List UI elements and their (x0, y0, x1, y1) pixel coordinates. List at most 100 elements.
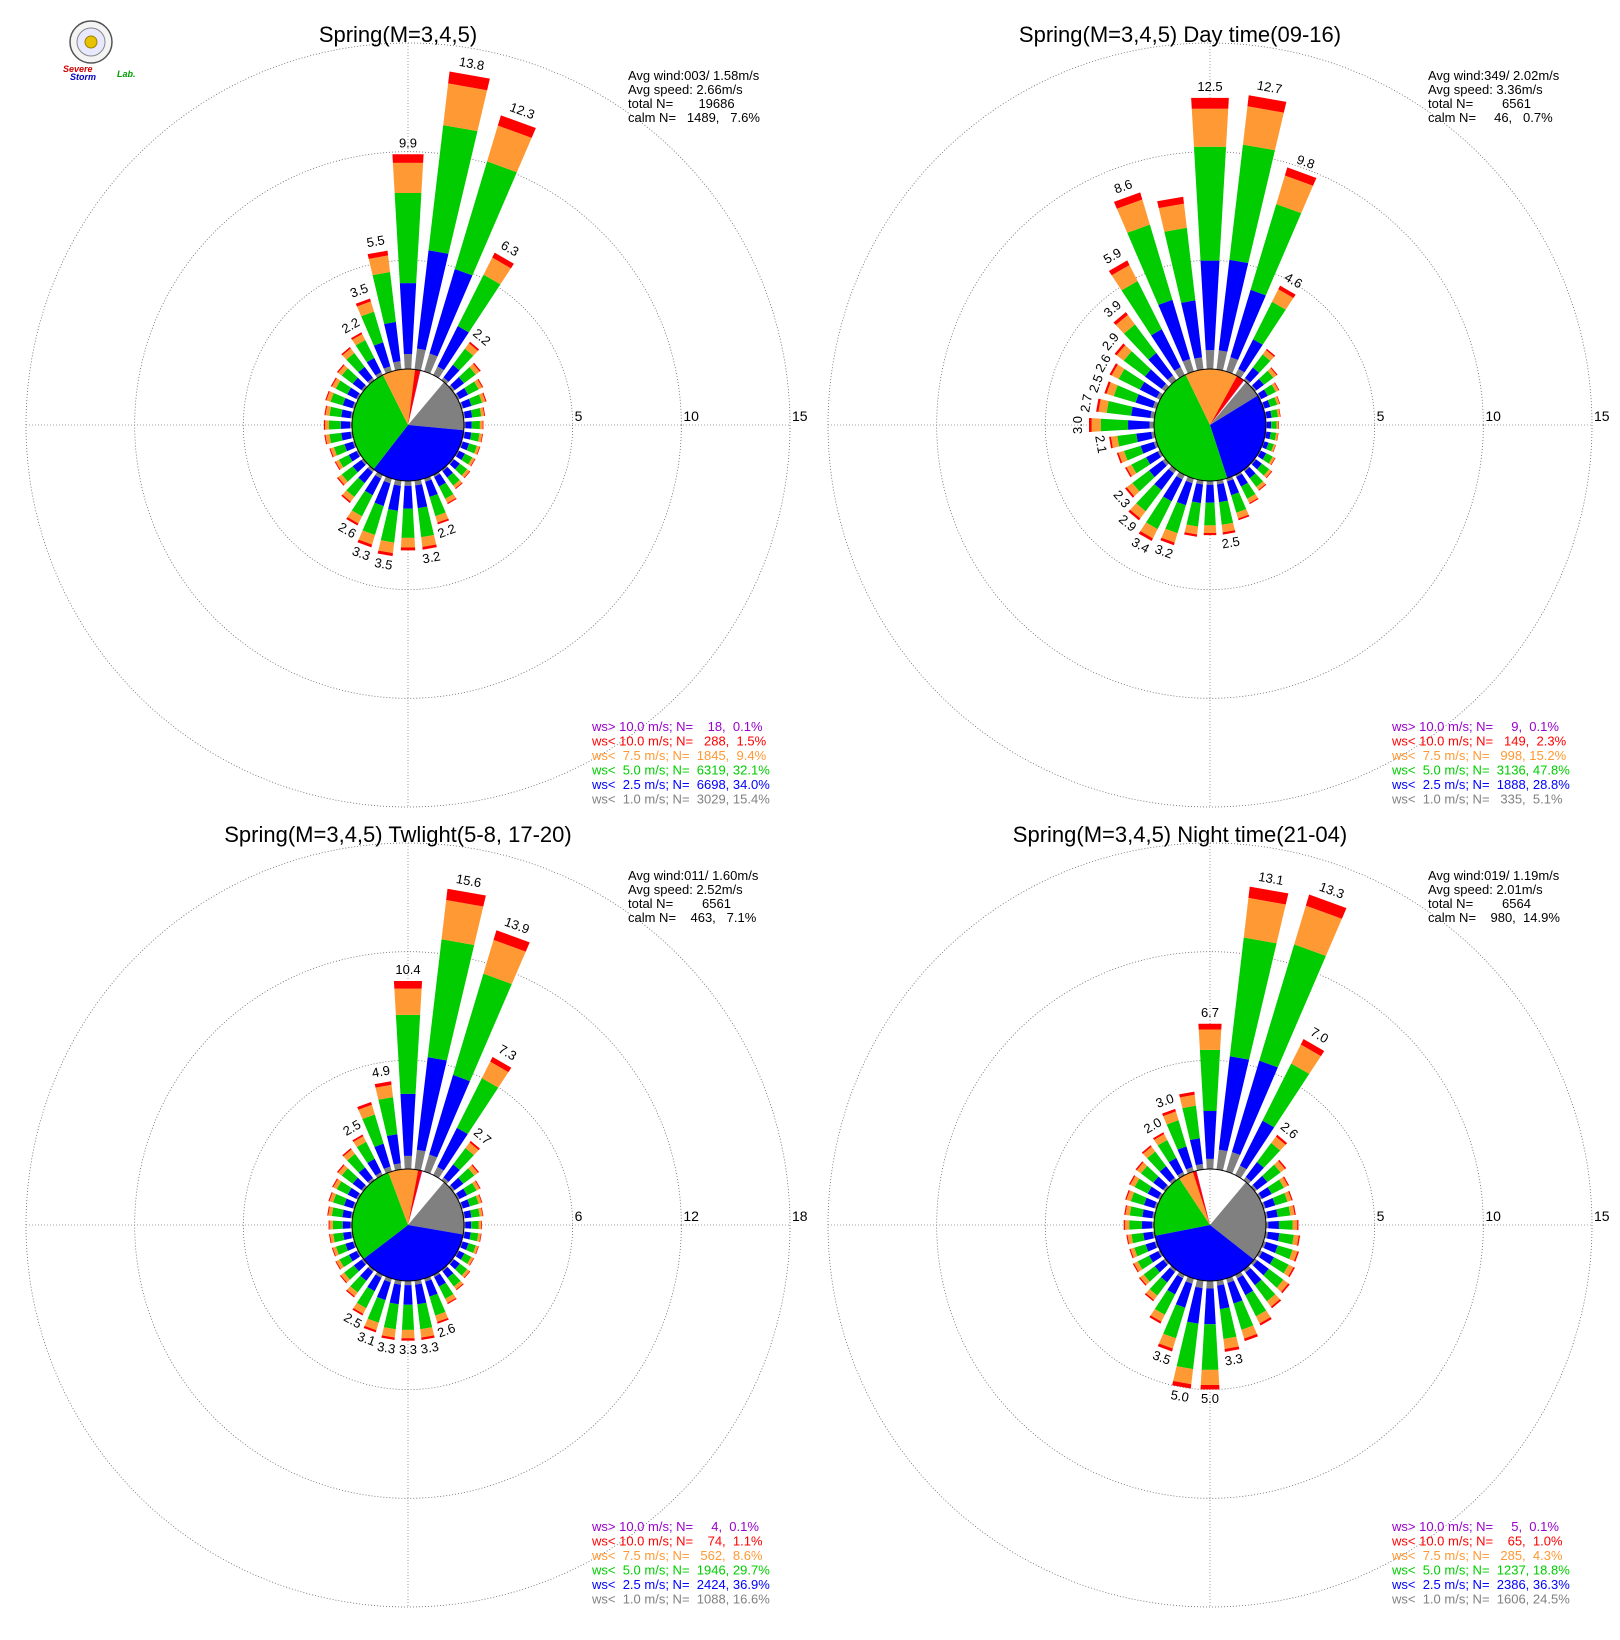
bar-150-lt5 (1245, 1290, 1267, 1317)
bar-190-lt5 (1186, 501, 1201, 527)
bar-300-lt7_5 (331, 378, 341, 389)
bar-110-lt7_5 (1271, 444, 1276, 453)
bar-label-30: 7.0 (1308, 1024, 1331, 1046)
bar-180-lt1 (1206, 480, 1214, 485)
bar-150-lt1 (433, 471, 440, 478)
bar-280-lt2_5 (1142, 1209, 1154, 1219)
bar-0-lt5 (1193, 146, 1227, 261)
bar-10-lt10 (1247, 95, 1287, 113)
bar-310-lt2_5 (1144, 369, 1167, 389)
bar-130-lt7_5 (461, 1269, 470, 1278)
bar-label-330: 2.0 (1141, 1115, 1164, 1137)
bar-40-lt1 (441, 377, 449, 385)
bar-170-lt10 (422, 544, 437, 550)
ring-10 (134, 151, 682, 699)
bar-190-lt2_5 (1191, 483, 1204, 504)
bar-240-lt5 (339, 1254, 353, 1268)
ring-15 (827, 42, 1593, 808)
bar-320-lt1 (1169, 1177, 1177, 1185)
legend-item-5: ws< 2.5 m/s; N= 6698, 34.0% (591, 777, 770, 792)
bar-90-lt7_5 (1292, 1219, 1298, 1231)
bar-290-lt10 (325, 390, 330, 401)
bar-50-lt1 (1250, 385, 1257, 392)
bar-280-lt7_5 (1098, 399, 1109, 413)
bar-10-lt2_5 (1218, 1056, 1250, 1152)
bar-180-lt2_5 (403, 1285, 413, 1305)
bar-130-lt1 (448, 1258, 455, 1265)
bar-60-lt10 (477, 378, 484, 388)
bar-90-lt2_5 (465, 421, 472, 429)
bar-30-lt7_5 (481, 1061, 509, 1088)
bar-50-lt5 (458, 1168, 475, 1184)
bar-290-lt7_5 (1106, 382, 1118, 397)
bar-230-lt7_5 (338, 474, 348, 485)
bar-70-lt2_5 (1263, 1198, 1276, 1209)
bar-190-lt2_5 (1187, 1286, 1203, 1324)
bar-330-lt7_5 (352, 333, 366, 346)
bar-160-lt2_5 (1226, 479, 1240, 496)
bar-300-lt5 (335, 380, 352, 395)
bar-70-lt1 (1261, 1202, 1266, 1209)
bar-190-lt2_5 (388, 484, 401, 511)
legend-item-6: ws< 1.0 m/s; N= 1088, 16.6% (591, 1592, 770, 1607)
bar-280-lt10 (1096, 398, 1101, 412)
bar-180-lt5 (401, 1304, 415, 1330)
bar-10-lt2_5 (1218, 259, 1249, 352)
logo-seal-center (84, 35, 98, 49)
bar-330-lt2_5 (1151, 329, 1181, 371)
bar-10-lt1 (414, 1149, 426, 1171)
bar-190-lt5 (1176, 1321, 1199, 1370)
ring-label: 10 (1485, 1208, 1501, 1224)
bar-60-lt7_5 (472, 1180, 480, 1191)
bar-0-lt7_5 (1198, 1029, 1222, 1050)
bar-60-lt10 (1282, 1176, 1290, 1186)
panel-title: Spring(M=3,4,5) Day time(09-16) (1019, 22, 1341, 47)
bar-label-20: 13.9 (503, 914, 532, 937)
bar-label-350: 4.9 (371, 1063, 391, 1081)
legend-item-1: ws> 10.0 m/s; N= 5, 0.1% (1391, 1519, 1559, 1534)
bar-120-lt5 (1262, 453, 1273, 464)
bar-110-lt10 (1294, 1251, 1300, 1262)
bar-210-lt10 (352, 1308, 364, 1316)
bar-340-lt2_5 (1177, 1146, 1193, 1170)
bar-160-lt7_5 (435, 1311, 449, 1322)
bar-140-lt10 (456, 1283, 464, 1291)
bar-290-lt2_5 (343, 1198, 355, 1209)
bar-350-lt7_5 (368, 255, 391, 276)
bar-160-lt10 (437, 1317, 449, 1324)
bar-130-lt2_5 (1252, 1260, 1269, 1276)
bar-150-lt7_5 (445, 494, 456, 503)
bar-310-lt5 (1123, 351, 1151, 377)
bar-160-lt7_5 (1241, 1325, 1257, 1339)
bar-80-lt10 (1278, 408, 1281, 417)
bar-290-lt2_5 (342, 398, 355, 409)
ring-label: 5 (1377, 408, 1385, 424)
bar-320-lt10 (341, 346, 351, 356)
bar-250-lt1 (352, 441, 357, 448)
bar-300-lt10 (330, 377, 337, 387)
bar-320-lt2_5 (358, 1167, 373, 1183)
bar-350-lt10 (1157, 196, 1184, 209)
bar-290-lt7_5 (1126, 1190, 1135, 1202)
bar-110-lt5 (466, 1243, 476, 1254)
bar-350-lt2_5 (384, 321, 401, 363)
bar-130-lt5 (1263, 1268, 1284, 1288)
bar-230-lt2_5 (352, 459, 366, 473)
bar-150-lt1 (1235, 471, 1242, 478)
bar-label-170: 3.3 (1224, 1351, 1244, 1369)
bar-10-lt10 (1248, 886, 1289, 905)
bar-210-lt10 (1138, 531, 1153, 542)
bar-150-lt5 (439, 482, 454, 499)
bar-270-lt10 (323, 420, 326, 430)
bar-310-lt10 (336, 1164, 345, 1173)
bar-140-lt1 (441, 1265, 448, 1272)
bar-140-lt5 (1254, 1279, 1276, 1302)
info-line-3: total N= 19686 (628, 96, 735, 111)
pie-slice-1 (363, 1225, 464, 1282)
bar-0-lt1 (404, 1155, 412, 1170)
bar-320-lt10 (1113, 312, 1128, 326)
bar-220-lt2_5 (1154, 468, 1174, 491)
bar-350-lt5 (1182, 1105, 1200, 1141)
bar-280-lt2_5 (342, 1209, 352, 1219)
